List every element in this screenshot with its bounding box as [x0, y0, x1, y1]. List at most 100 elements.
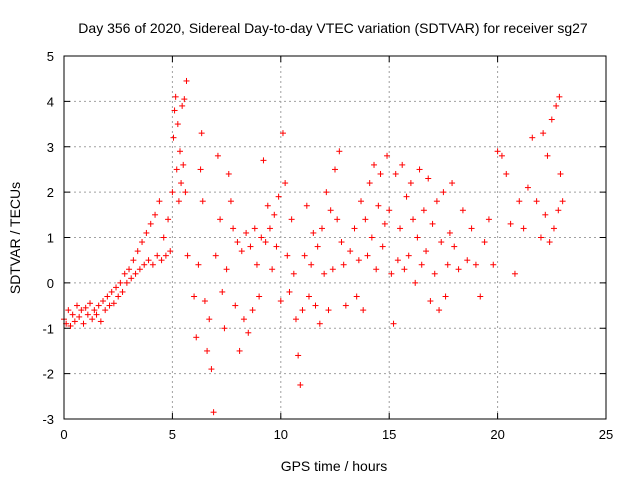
data-point: [540, 130, 547, 137]
data-point: [472, 261, 479, 268]
data-point: [264, 202, 271, 209]
data-point: [156, 198, 163, 205]
y-tick-label: -1: [42, 321, 54, 336]
data-point: [162, 252, 169, 259]
data-point: [397, 225, 404, 232]
data-point: [468, 225, 475, 232]
data-point: [537, 234, 544, 241]
x-tick-label: 15: [382, 427, 396, 442]
data-point: [115, 293, 122, 300]
data-point: [169, 189, 176, 196]
data-point: [403, 193, 410, 200]
data-point: [152, 211, 159, 218]
data-point: [423, 248, 430, 255]
data-point: [425, 175, 432, 182]
data-point: [240, 316, 247, 323]
data-point: [206, 316, 213, 323]
data-point: [323, 189, 330, 196]
data-point: [212, 252, 219, 259]
data-point: [195, 261, 202, 268]
data-point: [234, 239, 241, 246]
data-point: [243, 229, 250, 236]
data-point: [546, 239, 553, 246]
data-point: [89, 316, 96, 323]
data-point: [65, 307, 72, 314]
data-point: [141, 261, 148, 268]
data-point: [87, 300, 94, 307]
y-tick-label: -3: [42, 412, 54, 427]
y-tick-label: 2: [47, 185, 54, 200]
data-point: [451, 243, 458, 250]
data-point: [160, 234, 167, 241]
data-point: [126, 266, 133, 273]
data-point: [416, 166, 423, 173]
data-point: [444, 261, 451, 268]
data-point: [149, 261, 156, 268]
data-point: [410, 216, 417, 223]
data-point: [123, 279, 130, 286]
data-point: [102, 307, 109, 314]
data-point: [197, 166, 204, 173]
data-point: [227, 198, 234, 205]
data-point: [429, 220, 436, 227]
data-point: [273, 243, 280, 250]
data-point: [67, 322, 74, 329]
data-point: [542, 211, 549, 218]
data-point: [258, 234, 265, 241]
data-point: [373, 266, 380, 273]
data-point: [327, 207, 334, 214]
data-point: [201, 298, 208, 305]
data-point: [232, 302, 239, 309]
data-point: [113, 284, 120, 291]
data-point: [95, 302, 102, 309]
data-point: [529, 134, 536, 141]
data-point: [282, 180, 289, 187]
data-point: [182, 189, 189, 196]
data-point: [130, 257, 137, 264]
data-point: [100, 298, 107, 305]
data-point: [412, 279, 419, 286]
data-point: [183, 77, 190, 84]
data-point: [199, 198, 206, 205]
x-tick-label: 10: [274, 427, 288, 442]
data-point: [360, 307, 367, 314]
data-point: [386, 207, 393, 214]
data-point: [210, 409, 217, 416]
data-points: [61, 77, 566, 416]
data-point: [379, 243, 386, 250]
data-point: [134, 248, 141, 255]
data-point: [74, 302, 81, 309]
data-point: [438, 239, 445, 246]
data-point: [342, 302, 349, 309]
data-point: [104, 293, 111, 300]
data-point: [440, 189, 447, 196]
data-point: [485, 216, 492, 223]
data-point: [71, 318, 78, 325]
data-point: [238, 248, 245, 255]
data-point: [221, 325, 228, 332]
data-point: [555, 207, 562, 214]
data-point: [407, 180, 414, 187]
data-point: [84, 311, 91, 318]
data-point: [284, 252, 291, 259]
data-point: [436, 307, 443, 314]
x-tick-label: 0: [60, 427, 67, 442]
data-point: [338, 239, 345, 246]
data-point: [550, 225, 557, 232]
data-point: [516, 198, 523, 205]
data-point: [377, 170, 384, 177]
data-point: [520, 225, 527, 232]
data-point: [442, 293, 449, 300]
x-tick-label: 20: [490, 427, 504, 442]
data-point: [110, 300, 117, 307]
data-point: [181, 96, 188, 103]
data-point: [245, 329, 252, 336]
data-point: [108, 288, 115, 295]
data-point: [230, 225, 237, 232]
data-point: [507, 220, 514, 227]
data-point: [321, 270, 328, 277]
data-point: [176, 148, 183, 155]
y-axis-label: SDTVAR / TECUs: [7, 182, 23, 294]
data-point: [388, 270, 395, 277]
data-point: [143, 229, 150, 236]
